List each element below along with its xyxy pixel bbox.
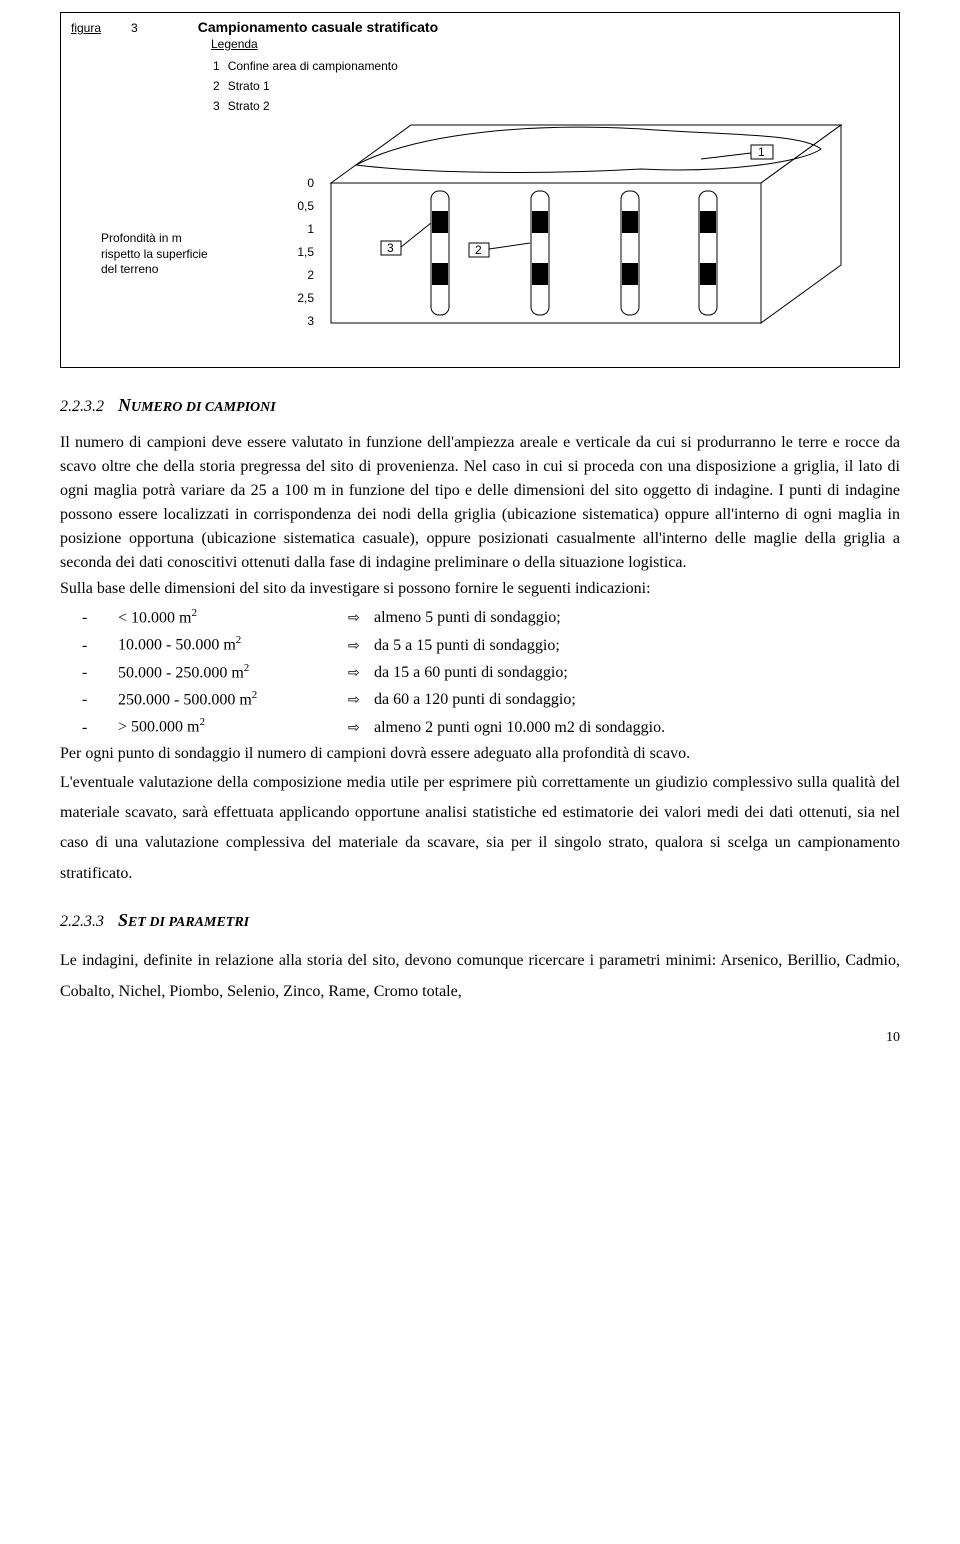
list-item: - < 10.000 m2 ⇨ almeno 5 punti di sondag… — [60, 605, 900, 630]
sec1-p1: Il numero di campioni deve essere valuta… — [60, 431, 900, 575]
page-number: 10 — [60, 1027, 900, 1048]
legend-title: Legenda — [211, 35, 406, 53]
figure-label-num: figura 3 — [71, 19, 138, 37]
list-item: - 10.000 - 50.000 m2 ⇨ da 5 a 15 punti d… — [60, 632, 900, 657]
figure-svg: 1 0 0,5 1 1,5 2 2,5 3 — [221, 113, 861, 343]
borehole — [431, 191, 449, 315]
section-title: SET DI PARAMETRI — [118, 913, 249, 930]
depth-l1: Profondità in m — [101, 231, 182, 245]
svg-text:3: 3 — [307, 314, 314, 328]
figure-legend: Legenda 1Confine area di campionamento 2… — [211, 35, 406, 117]
svg-text:1: 1 — [307, 222, 314, 236]
legend-n: 1 — [213, 57, 226, 75]
figure-header: figura 3 Campionamento casuale stratific… — [71, 17, 889, 38]
section-number: 2.2.3.3 — [60, 913, 104, 930]
figure-3: figura 3 Campionamento casuale stratific… — [60, 12, 900, 368]
sec1-p3: Per ogni punto di sondaggio il numero di… — [60, 742, 900, 766]
section-heading-2233: 2.2.3.3 SET DI PARAMETRI — [60, 907, 900, 934]
figure-number: 3 — [131, 21, 138, 35]
section-number: 2.2.3.2 — [60, 398, 104, 415]
legend-txt: Strato 1 — [228, 77, 404, 95]
section-title: NUMERO DI CAMPIONI — [118, 398, 276, 415]
list-item: - 250.000 - 500.000 m2 ⇨ da 60 a 120 pun… — [60, 687, 900, 712]
svg-text:1,5: 1,5 — [297, 245, 314, 259]
sec1-p2: Sulla base delle dimensioni del sito da … — [60, 577, 900, 601]
list-item: - 50.000 - 250.000 m2 ⇨ da 15 a 60 punti… — [60, 660, 900, 685]
legend-table: 1Confine area di campionamento 2Strato 1… — [211, 55, 406, 117]
figure-label: figura — [71, 21, 101, 35]
section-heading-2232: 2.2.3.2 NUMERO DI CAMPIONI — [60, 392, 900, 419]
list-item: - > 500.000 m2 ⇨ almeno 2 punti ogni 10.… — [60, 714, 900, 739]
borehole — [699, 191, 717, 315]
borehole — [531, 191, 549, 315]
depth-l2: rispetto la superficie — [101, 247, 208, 261]
svg-text:3: 3 — [387, 241, 394, 255]
area-guidelines-list: - < 10.000 m2 ⇨ almeno 5 punti di sondag… — [60, 605, 900, 740]
svg-text:0,5: 0,5 — [297, 199, 314, 213]
svg-text:0: 0 — [307, 176, 314, 190]
sec1-p4: L'eventuale valutazione della composizio… — [60, 768, 900, 890]
svg-text:2,5: 2,5 — [297, 291, 314, 305]
legend-n: 2 — [213, 77, 226, 95]
sec2-p1: Le indagini, definite in relazione alla … — [60, 946, 900, 1007]
legend-txt: Confine area di campionamento — [228, 57, 404, 75]
depth-axis-label: Profondità in m rispetto la superficie d… — [101, 231, 208, 278]
svg-text:2: 2 — [307, 268, 314, 282]
svg-text:2: 2 — [475, 243, 482, 257]
callout-1: 1 — [758, 145, 765, 159]
depth-l3: del terreno — [101, 262, 158, 276]
borehole — [621, 191, 639, 315]
